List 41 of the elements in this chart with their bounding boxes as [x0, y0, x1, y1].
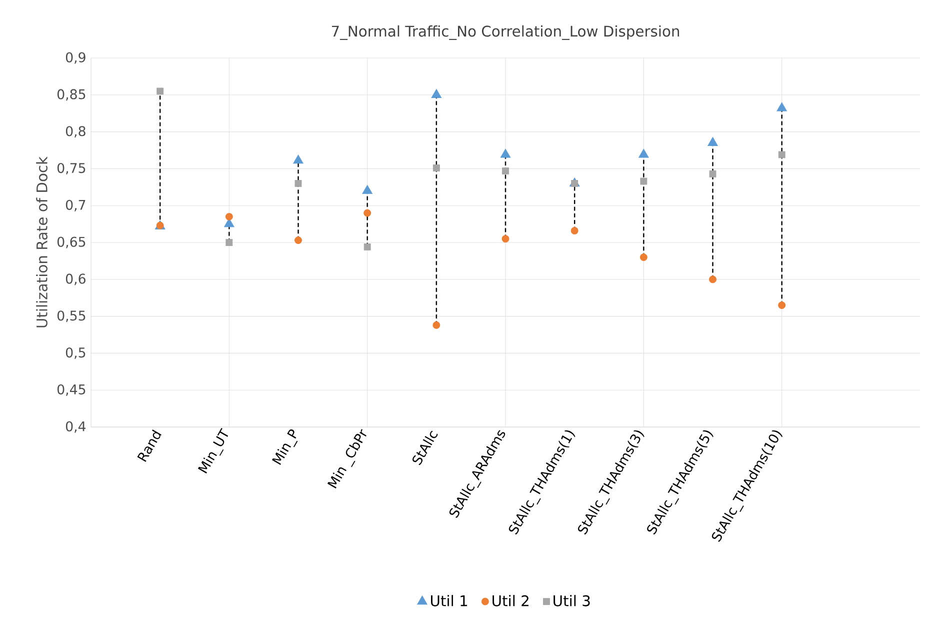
point [225, 212, 233, 220]
point [293, 154, 304, 164]
y-tick-label: 0,6 [66, 274, 86, 286]
y-axis-title: Utilization Rate of Dock [36, 156, 48, 328]
point [640, 254, 648, 261]
y-tick-label: 0,9 [66, 52, 86, 64]
y-tick-label: 0,55 [57, 310, 86, 322]
y-tick-label: 0,85 [57, 89, 86, 101]
legend-label: Util 2 [492, 594, 528, 606]
point [778, 151, 786, 158]
y-tick-label: 0,65 [57, 236, 86, 248]
point [778, 301, 786, 309]
point [364, 209, 372, 217]
point [432, 164, 440, 172]
point [364, 243, 371, 250]
point [708, 137, 718, 146]
point [638, 148, 649, 158]
y-tick-label: 0,7 [66, 200, 86, 212]
point [709, 170, 716, 178]
y-tick-label: 0,45 [57, 384, 86, 396]
point [502, 167, 509, 174]
point [500, 148, 511, 158]
legend-label: Util 3 [554, 594, 590, 606]
point [640, 178, 648, 185]
point [709, 276, 716, 284]
point [156, 88, 164, 95]
legend-label: Util 1 [431, 594, 467, 606]
point [226, 239, 233, 246]
point [570, 226, 578, 234]
y-tick-label: 0,8 [66, 126, 86, 138]
y-tick-label: 0,4 [66, 421, 86, 433]
point [294, 236, 302, 244]
point [432, 321, 440, 329]
chart-title: 7_Normal Traffic_No Correlation_Low Dispersion [332, 25, 680, 40]
point [294, 180, 302, 187]
y-tick-label: 0,75 [57, 162, 86, 174]
y-tick-label: 0,5 [66, 347, 86, 359]
point [431, 89, 442, 98]
point [362, 184, 372, 194]
point [502, 235, 510, 243]
point [776, 102, 787, 112]
